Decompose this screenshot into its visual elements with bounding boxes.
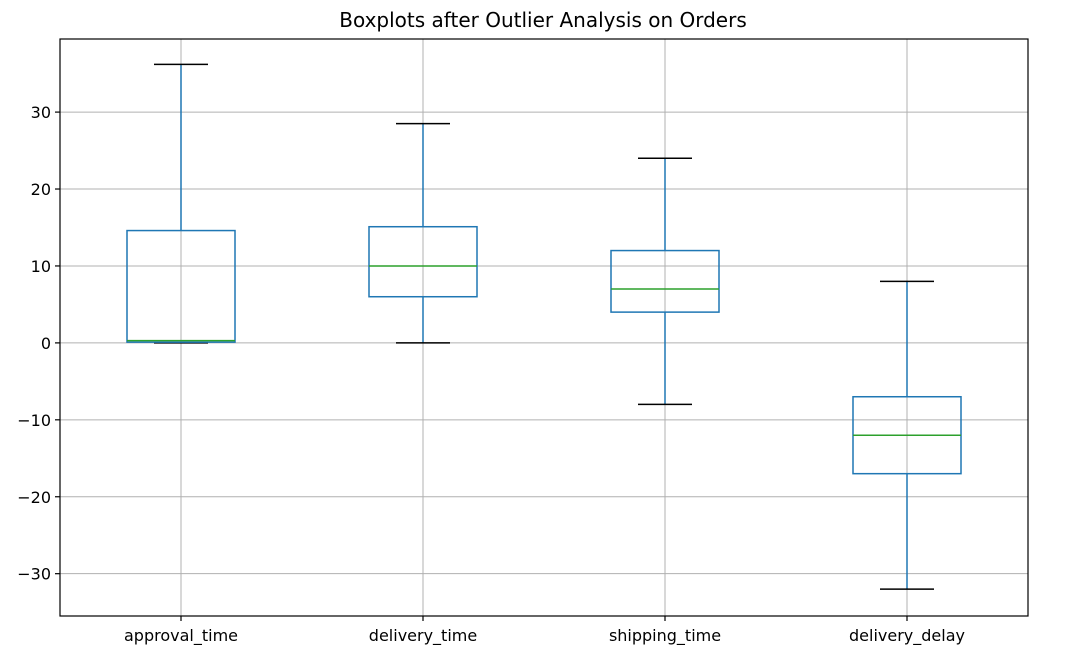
y-tick-label: 10 [31,257,51,276]
iqr-box [126,229,236,343]
y-tick-label: 0 [41,334,51,353]
box-delivery_delay [852,280,962,590]
y-axis-ticks: −30 −20 −10 0 10 20 30 [17,103,60,584]
x-axis-ticks: approval_time delivery_time shipping_time d… [124,616,965,646]
plot-area-frame [59,38,1029,617]
iqr-box [610,249,720,313]
x-tick-label: delivery_time [369,626,477,646]
y-tick-label: −20 [17,488,51,507]
y-tick-label: 30 [31,103,51,122]
x-tick-label: approval_time [124,626,238,646]
box-shipping_time [610,157,720,406]
box-approval_time [126,63,236,344]
iqr-box [368,225,478,298]
grid-lines [60,39,1028,616]
y-tick-label: 20 [31,180,51,199]
boxes-layer [126,63,962,590]
x-tick-label: shipping_time [609,626,721,646]
y-tick-label: −30 [17,565,51,584]
chart-title: Boxplots after Outlier Analysis on Order… [339,8,747,32]
box-delivery_time [368,122,478,344]
x-tick-label: delivery_delay [849,626,965,646]
y-tick-label: −10 [17,411,51,430]
